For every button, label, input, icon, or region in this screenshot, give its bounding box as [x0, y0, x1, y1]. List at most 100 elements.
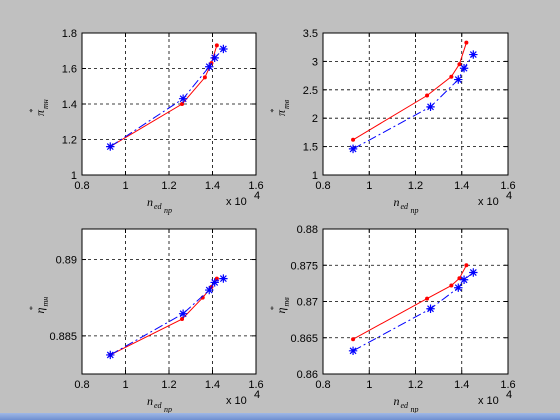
y-axis-label: η	[33, 308, 47, 314]
y-axis-label-sup: *	[269, 307, 278, 311]
x-tick-label: 1	[122, 379, 128, 391]
series-line	[110, 278, 224, 356]
series-point	[202, 75, 207, 80]
y-tick-label: 3.5	[303, 28, 318, 40]
x-tick-label: 1.4	[205, 379, 220, 391]
x-tick-label: 0.8	[74, 379, 89, 391]
x-axis-label: n	[394, 195, 400, 209]
x-axis-label: n	[147, 195, 153, 209]
series-point	[459, 64, 469, 73]
series-point	[180, 102, 185, 106]
x-multiplier: x 10	[478, 196, 499, 208]
series-point	[351, 337, 356, 342]
y-axis-label-sub: тн	[41, 297, 50, 307]
series-point	[219, 274, 228, 283]
x-axis-label-sub: ed	[401, 401, 410, 410]
x-tick-label: 0.8	[315, 180, 330, 192]
series-point	[205, 285, 214, 295]
y-tick-label: 1.4	[62, 99, 77, 111]
series-point	[106, 142, 115, 151]
series-point	[205, 62, 214, 71]
x-exponent: 4	[506, 190, 512, 202]
series-2	[348, 50, 478, 154]
series-1	[351, 263, 469, 342]
series-point	[180, 317, 185, 322]
y-axis-label-sup: *	[28, 307, 37, 311]
y-axis-label-group: π* тн	[28, 99, 50, 116]
x-tick-label: 1	[366, 180, 372, 192]
series-point	[454, 283, 463, 292]
y-tick-label: 0.89	[56, 255, 77, 267]
x-tick-label: 1.4	[454, 379, 469, 391]
series-point	[178, 309, 188, 318]
y-tick-label: 0.88	[297, 224, 318, 236]
x-tick-label: 1.6	[500, 180, 515, 192]
y-tick-label: 0.87	[297, 297, 318, 309]
x-tick-label: 1.2	[161, 180, 176, 192]
x-axis-label: n	[394, 394, 400, 408]
x-axis-label-sub: ed	[401, 202, 410, 211]
x-tick-label: 1.2	[408, 379, 423, 391]
series-point	[449, 74, 454, 79]
y-axis-label-sub: тв	[282, 99, 291, 109]
series-point	[464, 263, 469, 268]
y-tick-label: 2.5	[303, 85, 318, 97]
y-tick-label: 0.885	[49, 331, 77, 343]
series-2	[106, 274, 228, 360]
x-tick-label: 1	[122, 180, 128, 192]
series-1	[351, 40, 469, 142]
series-point	[348, 346, 358, 355]
y-axis-label: π	[274, 109, 288, 116]
x-axis-label-sub2: np	[164, 405, 172, 413]
x-multiplier: x 10	[226, 196, 247, 208]
x-axis-label-sub2: np	[164, 206, 172, 215]
series-point	[464, 40, 469, 45]
x-axis-label-sub: ed	[154, 401, 163, 410]
series-2	[106, 44, 228, 151]
series-point	[106, 350, 115, 360]
x-axis-label-sub: ed	[154, 202, 163, 211]
y-axis-label: π	[33, 109, 47, 116]
y-axis-label-sup: *	[269, 109, 278, 113]
x-exponent: 4	[254, 190, 260, 202]
y-axis-label-group: η* тв	[269, 297, 291, 314]
x-multiplier: x 10	[478, 395, 499, 407]
series-2	[348, 268, 478, 355]
x-exponent: 4	[254, 389, 260, 401]
series-point	[459, 275, 469, 284]
x-tick-label: 1	[366, 379, 372, 391]
subplot-2: 0.8 1 1.2 1.4 1.611.522.533.5x 10 4n ed npπ*тв	[269, 28, 516, 215]
x-axis-label-sub2: np	[411, 206, 419, 215]
series-point	[219, 44, 228, 54]
y-tick-label: 1.8	[62, 28, 77, 40]
x-tick-label: 0.8	[74, 180, 89, 192]
y-axis-label-group: π* тв	[269, 99, 291, 116]
y-axis-label-sub: тн	[41, 99, 50, 109]
y-axis-label-sub: тв	[282, 297, 291, 307]
x-exponent: 4	[506, 389, 512, 401]
subplot-4: 0.8 1 1.2 1.4 1.6 0.86 0.865 0.87 0.875 0.88 x 10 4…	[269, 224, 516, 413]
y-tick-label: 1	[312, 170, 318, 182]
subplot-1: 0.8 1 1.2 1.4 1.611.21.41.61.8x 10 4n ed npπ*тн	[28, 28, 264, 215]
x-tick-label: 1.2	[408, 180, 423, 192]
y-axis-label-sup: *	[28, 109, 37, 113]
plot-area	[323, 33, 508, 175]
y-axis-label-group: η* тн	[28, 297, 50, 314]
series-point	[210, 278, 219, 287]
series-point	[457, 62, 462, 67]
y-tick-label: 0.875	[290, 260, 318, 272]
x-multiplier: x 10	[226, 395, 247, 407]
series-point	[425, 296, 430, 301]
x-tick-label: 1.6	[248, 180, 263, 192]
x-tick-label: 1.6	[248, 379, 263, 391]
series-point	[348, 144, 358, 154]
subplot-3: 0.8 1 1.2 1.4 1.6 0.885 0.89 x 10 4 n ed np η* тн	[28, 228, 264, 413]
series-point	[210, 53, 219, 63]
y-tick-label: 0.865	[290, 333, 318, 345]
y-tick-label: 1.2	[62, 135, 77, 147]
x-axis-label-sub2: np	[411, 405, 419, 413]
y-tick-label: 2	[312, 113, 318, 125]
series-point	[425, 93, 430, 98]
series-point	[178, 94, 188, 103]
